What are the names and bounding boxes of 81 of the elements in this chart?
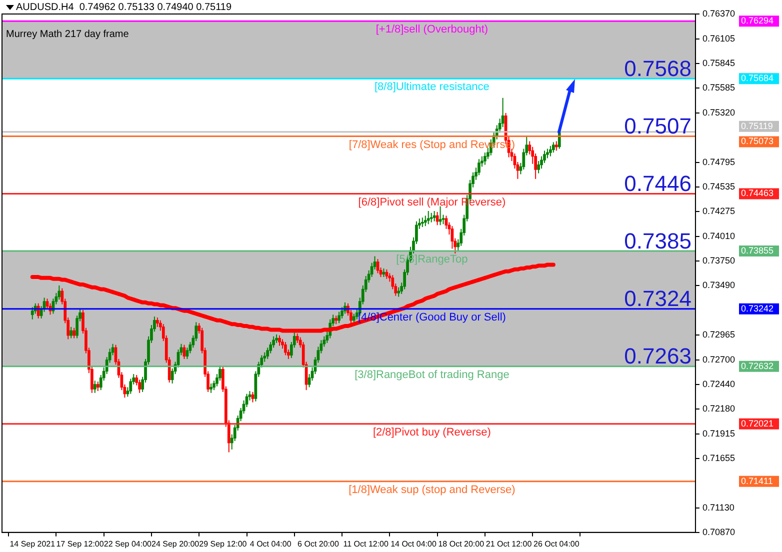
y-tick-label: 0.72700 — [702, 354, 736, 364]
annotation: 0.7446 — [624, 171, 692, 196]
ref-line-label: [+1/8]sell (Overbought) — [376, 24, 488, 36]
annotation: 0.7385 — [624, 228, 692, 254]
y-tick-label: 0.75585 — [702, 82, 736, 92]
candlestick — [340, 306, 344, 319]
text: 0.71411 — [741, 476, 773, 486]
candlestick — [552, 142, 555, 154]
x-tick-label: 17 Sep 12:00 — [56, 539, 104, 548]
y-tick-label: 0.72965 — [702, 329, 736, 340]
y-tick-label: 0.72180 — [702, 403, 736, 414]
y-tick-label: 0.75320 — [702, 107, 736, 118]
candlestick — [30, 306, 34, 320]
candlestick — [72, 327, 76, 339]
candlestick — [352, 313, 356, 324]
y-tick-label: 0.74795 — [702, 156, 736, 167]
candlestick — [554, 140, 558, 152]
candlestick — [549, 145, 552, 157]
y-tick-label: 0.71915 — [702, 428, 736, 438]
candlestick — [426, 210, 430, 225]
candlestick — [129, 378, 132, 394]
text: 0.73242 — [741, 303, 774, 314]
candlestick — [478, 158, 480, 176]
x-tick-label: 26 Oct 04:00 — [534, 539, 580, 548]
y-tick-label: 0.73750 — [702, 255, 736, 266]
candlestick — [156, 317, 159, 328]
y-tick-label: 0.74275 — [702, 206, 736, 216]
annotation: 0.7507 — [624, 114, 692, 139]
text: Murrey Math 217 day frame — [6, 28, 130, 40]
candlestick — [484, 152, 486, 166]
candlestick — [397, 286, 400, 298]
candlestick — [210, 382, 212, 394]
x-tick-label: 18 Oct 20:00 — [438, 539, 485, 548]
candlestick — [546, 148, 549, 159]
text: 0.75119 — [741, 120, 773, 131]
ref-line-label: [8/8]Ultimate resistance — [374, 81, 490, 94]
annotation: 0.7263 — [624, 344, 692, 369]
x-tick-label: 14 Oct 04:00 — [390, 539, 437, 548]
candlestick — [138, 379, 141, 394]
x-tick-label: 14 Sep 2021 — [10, 539, 56, 548]
y-tick-label: 0.76370 — [702, 8, 736, 18]
ref-line-label: [3/8]RangeBot of trading Range — [354, 368, 510, 381]
candlestick — [338, 311, 340, 324]
candlestick — [70, 326, 73, 339]
chart-title: AUDUSD.H4 0.74962 0.75133 0.74940 0.75119 — [16, 2, 232, 13]
y-tick-label: 0.73490 — [702, 280, 736, 290]
x-tick-label: 6 Oct 20:00 — [298, 539, 340, 548]
text: 0.76294 — [741, 16, 774, 26]
x-tick-label: 4 Oct 04:00 — [250, 539, 292, 548]
y-tick-label: 0.75845 — [702, 58, 736, 68]
y-tick-label: 0.72440 — [702, 378, 736, 389]
ref-line-label: [2/8]Pivot buy (Reverse) — [372, 426, 491, 438]
y-tick-label: 0.76105 — [702, 33, 736, 44]
y-tick-label: 0.71130 — [702, 502, 734, 512]
annotation: 0.7568 — [624, 56, 692, 82]
text: 0.74463 — [741, 188, 774, 198]
text: 0.75684 — [741, 73, 774, 84]
candlestick — [96, 381, 100, 392]
y-tick-label: 0.74535 — [702, 181, 736, 192]
y-tick-label: 0.71655 — [702, 452, 736, 463]
annotation: 0.7324 — [624, 286, 692, 312]
candlestick — [284, 342, 287, 356]
x-tick-label: 11 Oct 12:00 — [343, 539, 390, 548]
y-tick-label: 0.70870 — [702, 526, 736, 537]
y-tick-label: 0.74010 — [702, 230, 736, 241]
text: 0.72632 — [741, 360, 774, 371]
candlestick — [424, 215, 427, 227]
text: 0.72021 — [741, 418, 774, 428]
candlestick — [537, 160, 540, 174]
candlestick — [432, 210, 436, 222]
candlestick — [278, 334, 281, 346]
text: 0.75073 — [741, 136, 774, 146]
ref-line-label: [1/8]Weak sup (stop and Reverse) — [348, 484, 516, 496]
x-tick-label: 21 Oct 12:00 — [486, 539, 532, 548]
candlestick — [93, 380, 96, 394]
x-tick-label: 22 Sep 04:00 — [104, 539, 152, 548]
candlestick — [430, 212, 433, 223]
candlestick — [420, 217, 424, 228]
x-tick-label: 24 Sep 20:00 — [151, 539, 200, 548]
x-tick-label: 29 Sep 12:00 — [199, 539, 248, 548]
text: 0.73855 — [741, 246, 774, 256]
